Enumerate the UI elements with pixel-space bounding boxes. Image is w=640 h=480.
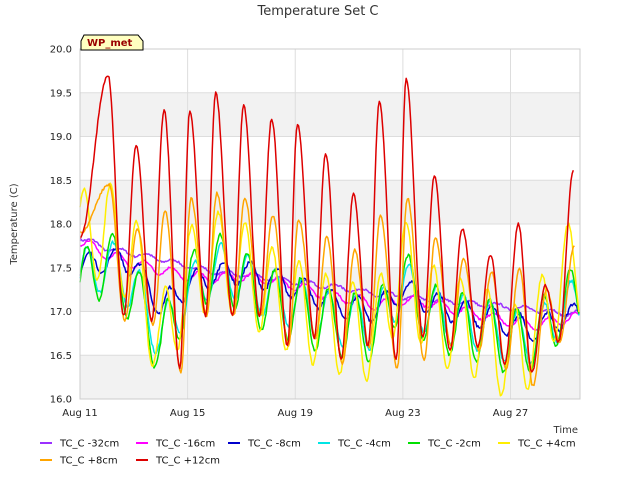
site-badge-text: WP_met [87, 38, 133, 49]
y-tick-label: 19.5 [50, 88, 72, 99]
series-line [79, 182, 580, 397]
legend-label: TC_C -16cm [155, 439, 215, 450]
series-lines [79, 75, 580, 397]
y-tick-label: 16.5 [50, 351, 72, 362]
legend-label: TC_C -4cm [337, 439, 391, 450]
legend-label: TC_C -32cm [59, 439, 119, 450]
x-tick-label: Aug 23 [385, 408, 420, 419]
x-axis-label: Time [553, 425, 578, 436]
y-axis-label: Temperature (C) [9, 183, 20, 265]
x-tick-label: Aug 15 [170, 408, 205, 419]
y-axis-ticks: 16.0 16.5 17.0 17.5 18.0 18.5 19.0 19.5 20.0 [50, 45, 72, 406]
legend: TC_C -32cm TC_C -16cm TC_C -8cm TC_C -4cm TC… [40, 439, 576, 467]
legend-label: TC_C +8cm [59, 456, 118, 467]
legend-label: TC_C -8cm [247, 439, 301, 450]
plot-frame [79, 48, 581, 400]
y-tick-label: 20.0 [50, 45, 72, 56]
series-line [79, 75, 575, 373]
series-line [79, 183, 575, 387]
legend-label: TC_C -2cm [427, 439, 481, 450]
chart-title: Temperature Set C [256, 4, 378, 19]
y-tick-label: 18.5 [50, 176, 72, 187]
y-tick-label: 16.0 [50, 395, 72, 406]
y-tick-label: 19.0 [50, 132, 72, 143]
plot-band [80, 92, 580, 137]
y-tick-label: 18.0 [50, 220, 72, 231]
legend-label: TC_C +12cm [155, 456, 220, 467]
x-axis-ticks: Aug 11 Aug 15 Aug 19 Aug 23 Aug 27 [62, 408, 528, 419]
y-tick-label: 17.0 [50, 307, 72, 318]
legend-label: TC_C +4cm [517, 439, 576, 450]
site-badge: WP_met [80, 34, 144, 51]
y-tick-label: 17.5 [50, 263, 72, 274]
x-tick-label: Aug 11 [62, 408, 97, 419]
x-tick-label: Aug 27 [493, 408, 528, 419]
x-tick-label: Aug 19 [278, 408, 313, 419]
